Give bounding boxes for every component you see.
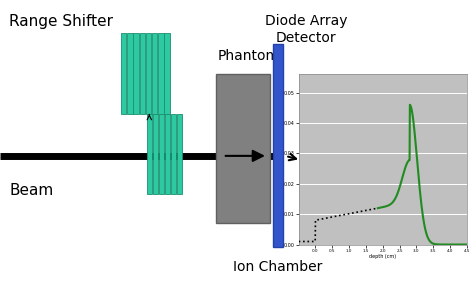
Bar xyxy=(164,114,170,194)
Bar xyxy=(216,74,270,223)
Bar xyxy=(152,33,157,114)
Text: Ion Chamber: Ion Chamber xyxy=(233,260,322,274)
Bar xyxy=(146,33,151,114)
Bar xyxy=(176,114,182,194)
Bar xyxy=(171,114,176,194)
Bar xyxy=(147,114,152,194)
Bar xyxy=(127,33,133,114)
Text: Phantom: Phantom xyxy=(218,49,280,63)
Bar xyxy=(133,33,139,114)
Bar xyxy=(158,33,164,114)
X-axis label: depth (cm): depth (cm) xyxy=(369,254,396,259)
Bar xyxy=(139,33,145,114)
Bar xyxy=(273,44,283,247)
Bar xyxy=(121,33,127,114)
Bar xyxy=(164,33,170,114)
Bar xyxy=(153,114,158,194)
Text: Diode Array
Detector: Diode Array Detector xyxy=(265,14,347,45)
Bar xyxy=(159,114,164,194)
Text: Beam: Beam xyxy=(9,183,54,198)
Text: Range Shifter: Range Shifter xyxy=(9,14,113,29)
